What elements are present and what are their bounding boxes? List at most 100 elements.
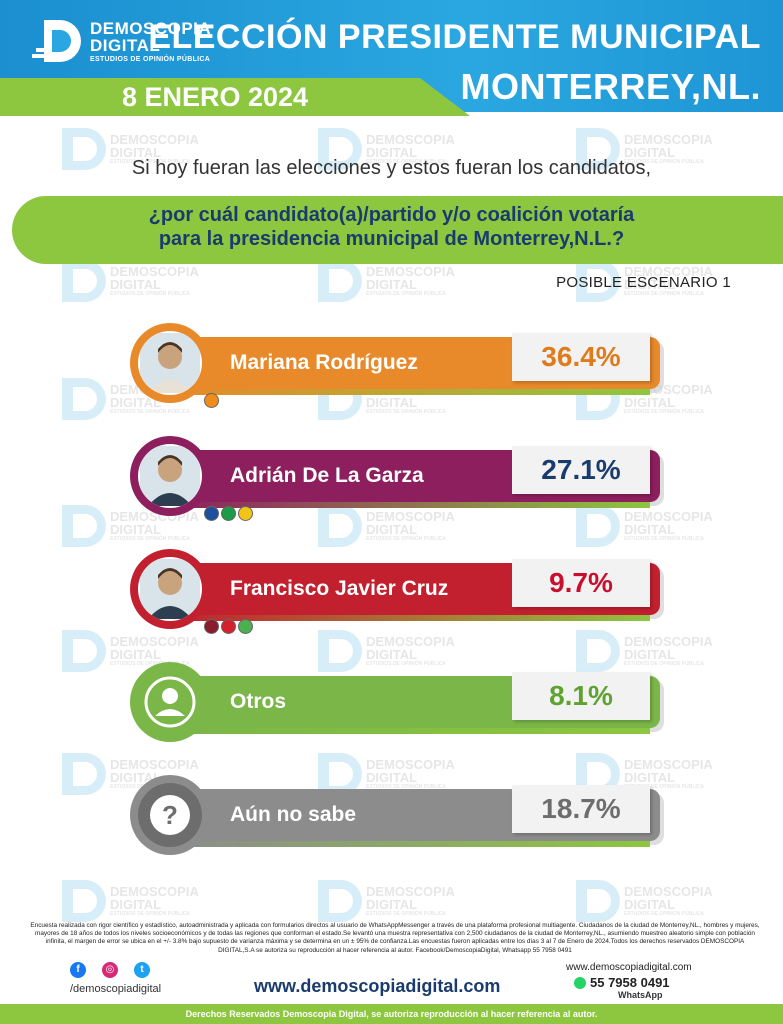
party-logo-icon (238, 506, 253, 521)
watermark-d-icon (318, 260, 362, 302)
watermark-line-1: DEMOSCOPIA (366, 756, 455, 772)
party-logos (204, 619, 253, 634)
watermark-line-3: ESTUDIOS DE OPINIÓN PÚBLICA (110, 536, 191, 543)
value-label: 8.1% (512, 672, 650, 720)
instagram-icon[interactable]: ◎ (102, 962, 118, 978)
watermark-d-icon (62, 505, 106, 547)
watermark-line-2: DIGITAL (366, 647, 418, 663)
website-link[interactable]: www.demoscopiadigital.com (254, 976, 501, 996)
watermark-line-1: DEMOSCOPIA (110, 263, 199, 279)
watermark-d-icon (62, 260, 106, 302)
value-label: 9.7% (512, 559, 650, 607)
bar-underline (170, 389, 650, 395)
watermark-line-2: DIGITAL (366, 522, 418, 538)
watermark-line-1: DEMOSCOPIA (624, 131, 713, 147)
chart-bar-row: Francisco Javier Cruz 9.7% (130, 549, 664, 634)
watermark-line-3: ESTUDIOS DE OPINIÓN PÚBLICA (366, 911, 447, 918)
chart-bar-row: Aún no sabe 18.7%? (130, 775, 664, 855)
party-logos (204, 393, 219, 408)
candidate-silhouette (140, 559, 200, 619)
watermark-line-1: DEMOSCOPIA (624, 883, 713, 899)
rights-band: Derechos Reservados Demoscopia Digital, … (0, 1004, 783, 1024)
brand-name-2: DIGITAL (90, 35, 161, 55)
watermark-line-3: ESTUDIOS DE OPINIÓN PÚBLICA (110, 911, 191, 918)
value-label: 18.7% (512, 785, 650, 833)
contact-website[interactable]: www.demoscopiadigital.com (566, 962, 692, 973)
watermark-line-1: DEMOSCOPIA (366, 883, 455, 899)
social-icons: f ◎ t (70, 962, 150, 978)
category-label: Francisco Javier Cruz (230, 577, 449, 600)
icon-circle (130, 662, 210, 742)
demoscopia-logo-icon (32, 20, 81, 62)
watermark-line-2: DIGITAL (366, 277, 418, 293)
party-logo-icon (221, 619, 236, 634)
watermark-line-3: ESTUDIOS DE OPINIÓN PÚBLICA (624, 911, 705, 918)
party-logo-icon (221, 506, 236, 521)
category-label: Aún no sabe (230, 803, 357, 826)
watermark-line-3: ESTUDIOS DE OPINIÓN PÚBLICA (110, 291, 191, 298)
watermark-line-1: DEMOSCOPIA (110, 756, 199, 772)
svg-text:?: ? (162, 800, 178, 830)
scenario-label: POSIBLE ESCENARIO 1 (556, 274, 731, 291)
watermark-line-2: DIGITAL (366, 897, 418, 913)
bar-underline (170, 615, 650, 621)
watermark-d-icon (62, 880, 106, 922)
twitter-icon[interactable]: t (134, 962, 150, 978)
watermark-line-2: DIGITAL (110, 897, 162, 913)
brand-name-1: DEMOSCOPIA (90, 18, 212, 38)
methodology-disclaimer: Encuesta realizada con rigor científico … (30, 922, 760, 954)
question-line-2: para la presidencia municipal de Monterr… (158, 228, 625, 251)
chart-bar-row: Mariana Rodríguez 36.4% (130, 323, 664, 408)
icon-circle (130, 323, 210, 403)
candidate-silhouette (140, 333, 200, 393)
date-band (0, 78, 470, 116)
candidate-photo-icon (138, 331, 202, 395)
chart-bar-row: Adrián De La Garza 27.1% (130, 436, 664, 521)
facebook-icon[interactable]: f (70, 962, 86, 978)
watermark-d-icon (576, 880, 620, 922)
watermark-line-3: ESTUDIOS DE OPINIÓN PÚBLICA (624, 291, 705, 298)
icon-circle: ? (130, 775, 210, 855)
bar-underline (170, 841, 650, 847)
icon-circle (130, 549, 210, 629)
question-line-1: ¿por cuál candidato(a)/partido y/o coali… (148, 204, 635, 226)
icon-circle (130, 436, 210, 516)
watermark-line-3: ESTUDIOS DE OPINIÓN PÚBLICA (366, 536, 447, 543)
watermark-line-3: ESTUDIOS DE OPINIÓN PÚBLICA (624, 409, 705, 416)
watermark-line-1: DEMOSCOPIA (110, 883, 199, 899)
whatsapp-number[interactable]: 55 7958 0491 (590, 975, 670, 990)
category-label: Otros (230, 690, 287, 713)
watermark-line-2: DIGITAL (624, 897, 676, 913)
candidate-photo-icon (138, 557, 202, 621)
party-logo-icon (238, 619, 253, 634)
bar-underline (170, 728, 650, 734)
page-title-line-1: ELECCIÓN PRESIDENTE MUNICIPAL (148, 18, 761, 56)
value-label: 36.4% (512, 333, 650, 381)
watermark-line-3: ESTUDIOS DE OPINIÓN PÚBLICA (366, 291, 447, 298)
user-silhouette-icon (144, 676, 196, 728)
party-logo-icon (204, 619, 219, 634)
survey-date: 8 ENERO 2024 (121, 81, 309, 112)
watermark-line-2: DIGITAL (110, 647, 162, 663)
watermark-line-2: DIGITAL (110, 522, 162, 538)
watermark-line-3: ESTUDIOS DE OPINIÓN PÚBLICA (624, 536, 705, 543)
watermark-d-icon (62, 630, 106, 672)
watermark-d-icon (62, 378, 106, 420)
watermark-line-1: DEMOSCOPIA (366, 263, 455, 279)
social-handle[interactable]: /demoscopiadigital (70, 983, 162, 995)
question-intro: Si hoy fueran las elecciones y estos fue… (131, 157, 652, 179)
watermark-line-2: DIGITAL (624, 647, 676, 663)
watermark-line-1: DEMOSCOPIA (110, 131, 199, 147)
whatsapp-icon (574, 977, 586, 989)
party-logo-icon (204, 393, 219, 408)
watermark-line-2: DIGITAL (110, 277, 162, 293)
watermark-line-3: ESTUDIOS DE OPINIÓN PÚBLICA (366, 409, 447, 416)
watermark-line-1: DEMOSCOPIA (366, 131, 455, 147)
category-label: Adrián De La Garza (230, 464, 424, 487)
